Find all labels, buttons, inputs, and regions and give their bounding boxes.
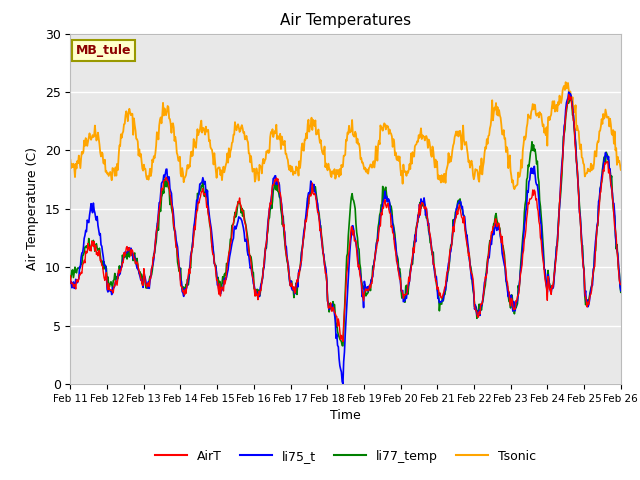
Text: MB_tule: MB_tule bbox=[76, 44, 131, 57]
Y-axis label: Air Temperature (C): Air Temperature (C) bbox=[26, 147, 39, 270]
Legend: AirT, li75_t, li77_temp, Tsonic: AirT, li75_t, li77_temp, Tsonic bbox=[150, 444, 541, 468]
Title: Air Temperatures: Air Temperatures bbox=[280, 13, 411, 28]
X-axis label: Time: Time bbox=[330, 409, 361, 422]
